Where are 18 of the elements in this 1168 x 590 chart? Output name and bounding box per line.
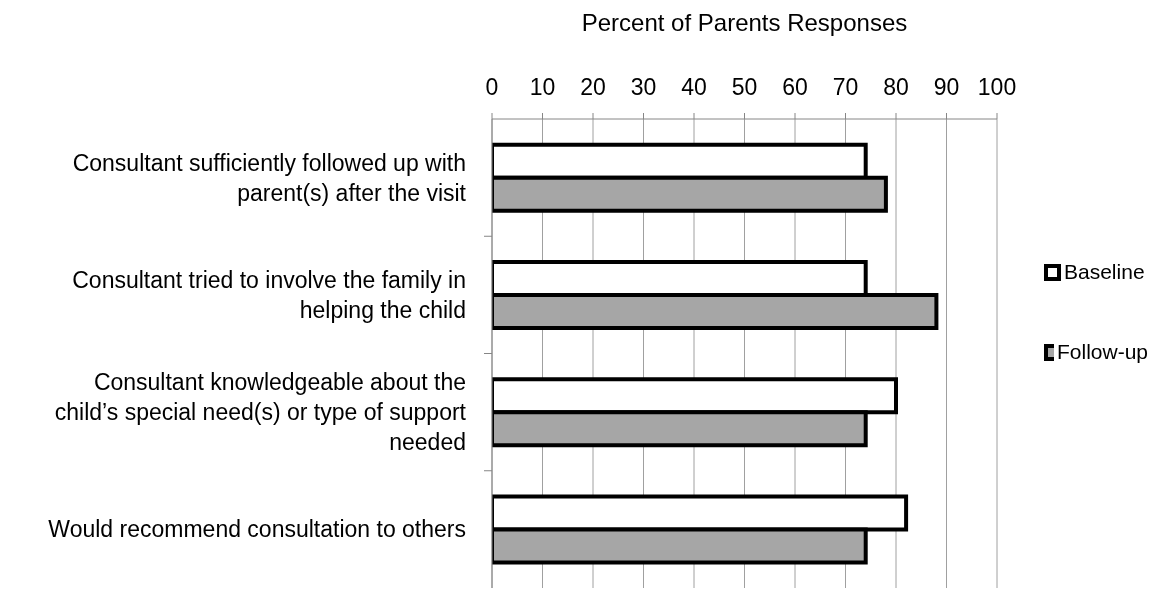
x-tick-label: 20: [580, 74, 606, 100]
x-tick-label: 70: [832, 74, 859, 100]
x-axis-title: Percent of Parents Responses: [581, 9, 908, 37]
y-tick-label: Consultant knowledgeable about the child’s special need(s) or type of support needed: [54, 369, 467, 456]
y-tick-label: Would recommend consultation to others: [48, 516, 466, 543]
x-tick-label: 60: [782, 74, 808, 100]
x-tick-label: 100: [977, 74, 1017, 100]
x-tick-label: 30: [630, 74, 657, 100]
legend-label: Follow-up: [1056, 340, 1148, 364]
legend-label: Baseline: [1064, 260, 1145, 284]
x-tick-label: 50: [731, 74, 758, 100]
x-tick-label: 90: [933, 74, 960, 100]
x-tick-label: 40: [681, 74, 707, 100]
x-tick-label: 0: [485, 74, 499, 100]
y-tick-label: Consultant tried to involve the family in helping the child: [72, 266, 466, 323]
y-tick-label: Consultant sufficiently followed up with parent(s) after the visit: [72, 149, 467, 206]
x-tick-label: 80: [883, 74, 909, 100]
x-tick-label: 10: [529, 74, 556, 100]
